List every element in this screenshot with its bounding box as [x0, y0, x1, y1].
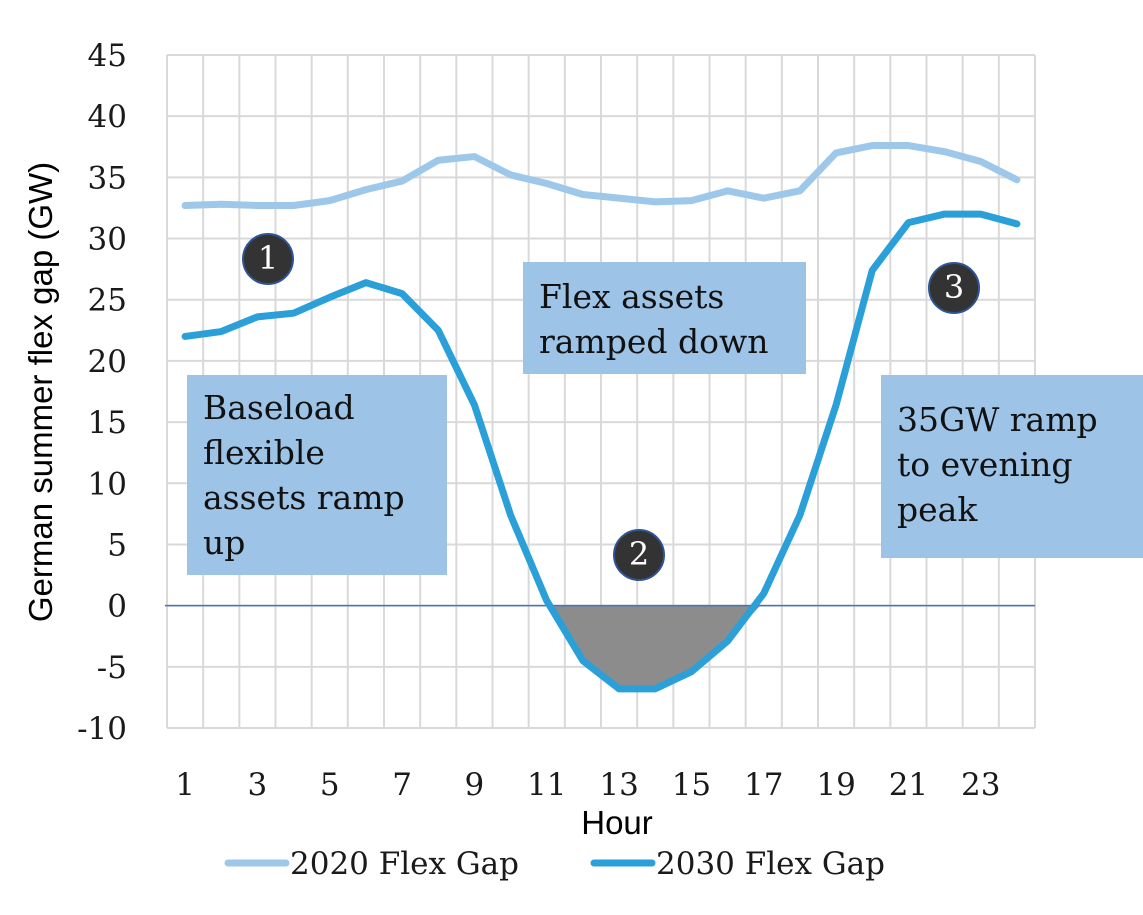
annotation-box-1: Baseload flexible assets ramp up	[187, 375, 447, 575]
x-axis-title: Hour	[581, 804, 653, 841]
marker-1-badge: 1	[242, 233, 294, 285]
y-axis-title: German summer flex gap (GW)	[22, 162, 59, 622]
x-tick-label: 23	[961, 767, 1000, 803]
y-tick-label: 5	[107, 527, 127, 563]
annotation-3-line: 35GW ramp	[897, 400, 1098, 439]
annotation-box-3: 35GW ramp to evening peak	[881, 375, 1143, 558]
annotation-1-line: Baseload	[203, 388, 355, 427]
marker-2-badge: 2	[613, 529, 665, 581]
x-tick-label: 7	[392, 767, 412, 803]
x-tick-label: 11	[527, 767, 566, 803]
annotation-1-line: up	[203, 523, 246, 562]
legend-label-2030: 2030 Flex Gap	[656, 846, 885, 882]
series-line-2030	[181, 210, 1021, 693]
x-tick-label: 3	[248, 767, 268, 803]
legend-label-2020: 2020 Flex Gap	[290, 846, 519, 882]
x-tick-label: 13	[599, 767, 638, 803]
negative-gap-shading	[546, 605, 761, 689]
y-tick-label: 30	[88, 222, 127, 258]
y-tick-label: 10	[88, 466, 127, 502]
y-tick-label: 35	[88, 160, 127, 196]
x-tick-label: 9	[465, 767, 485, 803]
y-tick-label: 45	[88, 38, 127, 74]
y-tick-label: -10	[77, 711, 127, 747]
x-tick-label: 21	[889, 767, 928, 803]
y-tick-label: 25	[88, 283, 127, 319]
x-tick-label: 5	[320, 767, 340, 803]
annotation-box-2: Flex assets ramped down	[523, 262, 806, 374]
y-tick-label: 40	[88, 99, 127, 135]
series-line-2020	[181, 142, 1021, 210]
y-tick-label: 15	[88, 405, 127, 441]
annotation-2-line: Flex assets	[539, 277, 725, 316]
y-axis-ticks: 45 40 35 30 25 20 15 10 5 0 -5 -10	[77, 38, 127, 747]
annotation-3-line: peak	[897, 490, 978, 529]
y-tick-label: 0	[107, 589, 127, 625]
marker-3-badge: 3	[928, 262, 980, 314]
y-tick-label: 20	[88, 344, 127, 380]
x-tick-label: 17	[744, 767, 783, 803]
x-tick-label: 15	[672, 767, 711, 803]
annotation-1-line: assets ramp	[203, 478, 405, 517]
x-tick-label: 19	[816, 767, 855, 803]
x-axis-ticks: 1 3 5 7 9 11 13 15 17 19 21 23	[175, 767, 1000, 803]
annotation-1-line: flexible	[203, 433, 325, 472]
x-tick-label: 1	[175, 767, 195, 803]
y-tick-label: -5	[97, 650, 127, 686]
legend: 2020 Flex Gap 2030 Flex Gap	[224, 846, 885, 882]
annotation-3-line: to evening	[897, 445, 1073, 484]
annotation-2-line: ramped down	[539, 322, 769, 361]
